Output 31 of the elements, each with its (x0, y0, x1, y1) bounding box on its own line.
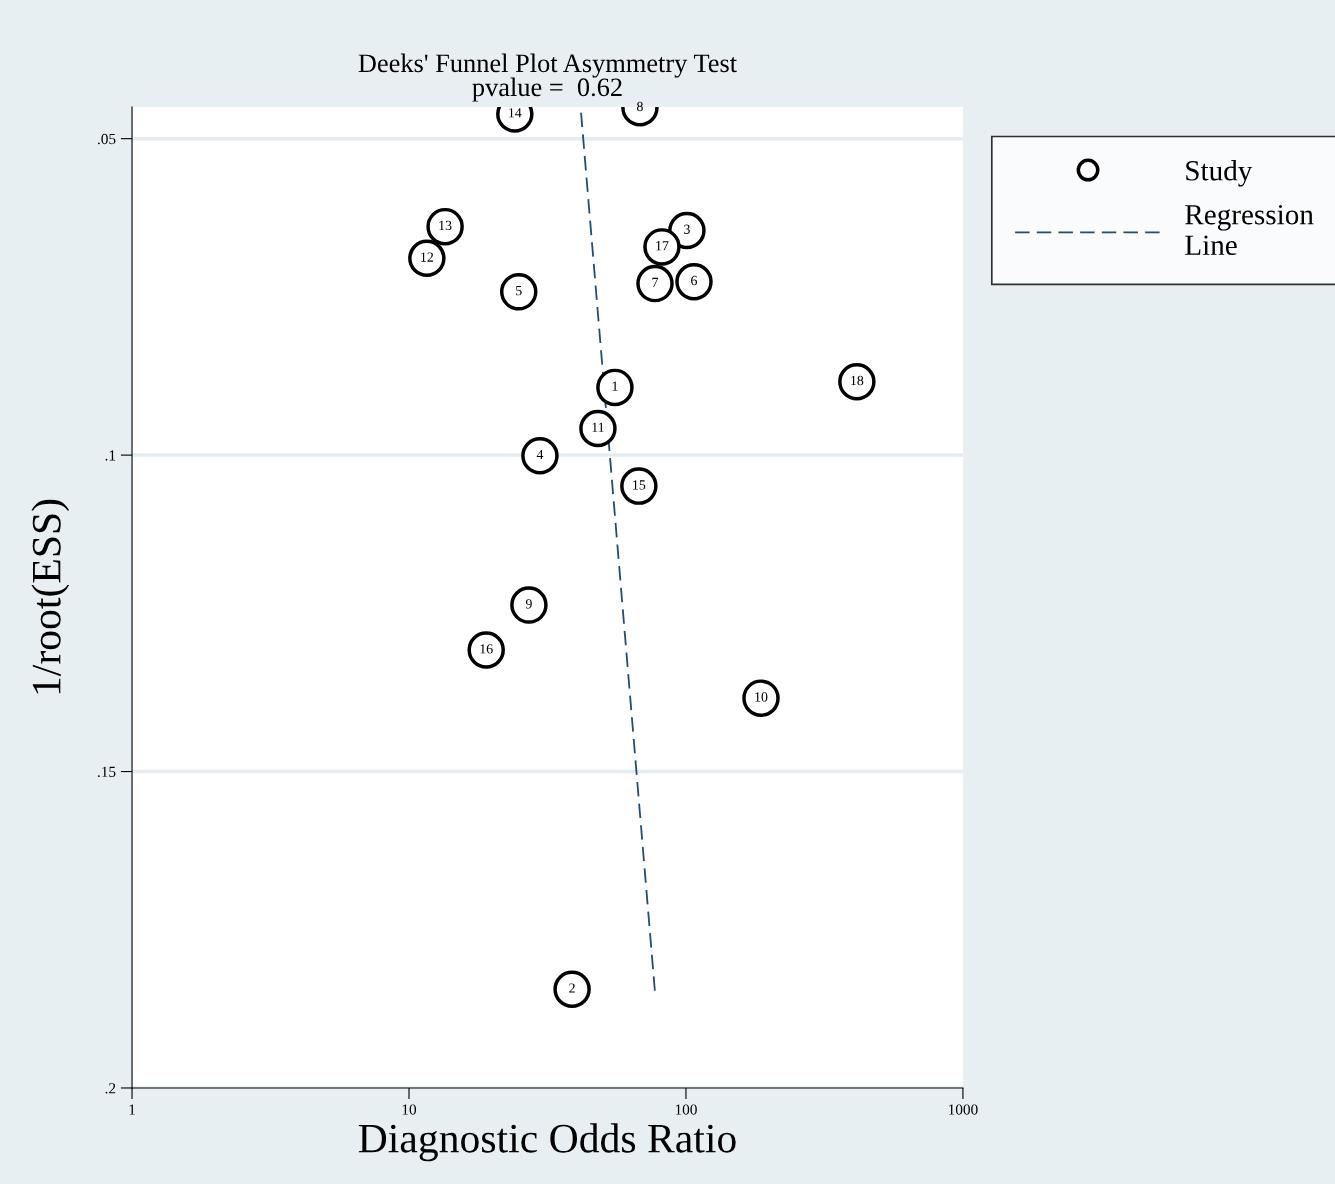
chart-title: Deeks' Funnel Plot Asymmetry Test (358, 53, 737, 78)
annotation: 9 (525, 599, 532, 609)
chart-subtitle: pvalue = 0.62 (472, 77, 622, 102)
y-tick-label: .1 (105, 450, 116, 461)
annotation: 3 (684, 224, 690, 234)
x-axis-title: Diagnostic Odds Ratio (358, 1123, 736, 1162)
annotation: 16 (480, 644, 493, 654)
legend-label: Regression Line (1185, 204, 1314, 256)
y-tick-label: .15 (97, 766, 116, 778)
annotation: 15 (633, 480, 646, 490)
annotation: 17 (656, 241, 669, 251)
annotation: 10 (755, 692, 768, 702)
annotation: 7 (652, 277, 659, 287)
y-tick-label: .05 (97, 133, 116, 145)
annotation: 6 (691, 275, 698, 286)
annotation: 12 (421, 252, 434, 262)
annotation: 8 (636, 101, 643, 112)
y-axis-title: 1/root(ESS) (31, 499, 70, 694)
annotation: 2 (569, 983, 575, 993)
annotation: 18 (851, 375, 864, 386)
annotation: 1 (612, 381, 618, 391)
x-tick-label: 10 (402, 1104, 417, 1115)
x-tick-label: 1 (129, 1104, 135, 1115)
text: Study (1186, 160, 1253, 187)
annotation: 11 (592, 422, 604, 432)
y-tick-label: .2 (105, 1083, 116, 1094)
x-tick-label: 100 (675, 1104, 697, 1115)
annotation: 13 (439, 220, 452, 231)
annotation: 5 (516, 286, 522, 296)
x-tick-label: 1000 (949, 1104, 978, 1115)
annotation: 4 (536, 449, 544, 460)
